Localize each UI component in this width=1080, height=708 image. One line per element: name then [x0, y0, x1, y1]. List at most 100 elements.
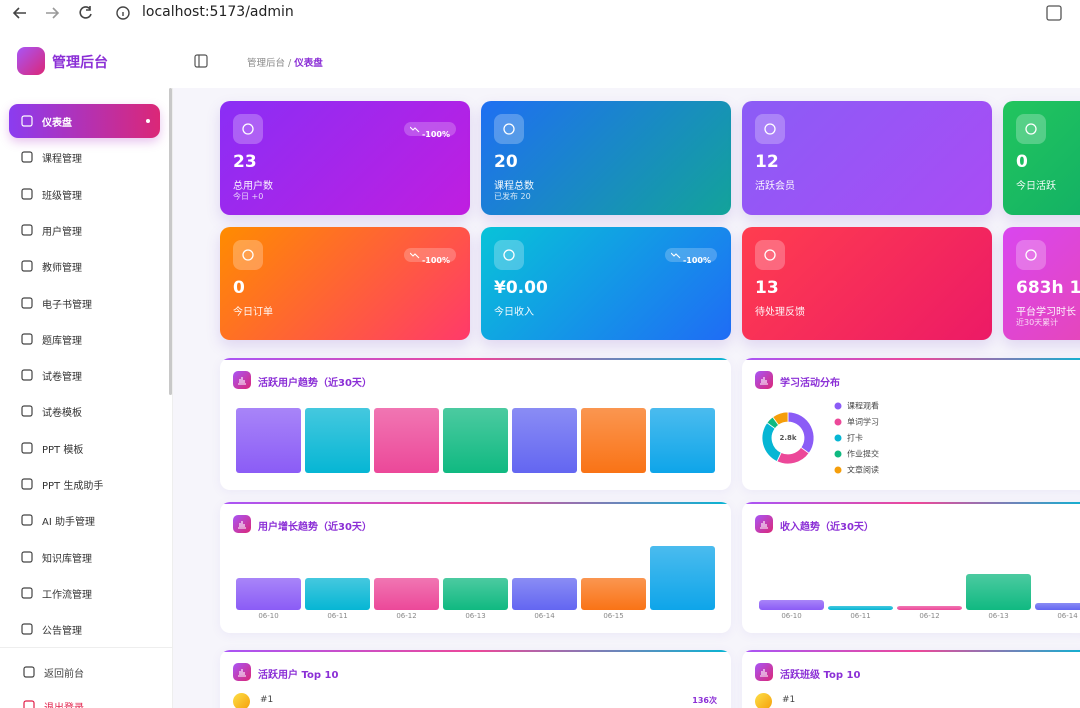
bar — [581, 408, 646, 473]
menu-icon-shape — [21, 296, 33, 309]
panel-icon — [755, 371, 773, 389]
menu-item[interactable]: 教师管理 — [9, 249, 160, 283]
reload-button[interactable] — [79, 6, 92, 19]
donut-segment — [776, 446, 810, 465]
menu-item[interactable]: 电子书管理 — [9, 286, 160, 320]
donut-center-label: 2.8k — [779, 434, 796, 442]
menu-item[interactable]: 知识库管理 — [9, 540, 160, 574]
chart-panel: 学习活动分布 课程观看 单词学习 打卡 作业提交 文章阅读 2.8k — [742, 358, 1080, 490]
chart-panel: 用户增长趋势（近30天） 06-10 06-11 06-12 06-13 06-14 06-… — [220, 502, 731, 633]
menu-item[interactable]: AI 助手管理 — [9, 503, 160, 537]
panel-title: 活跃用户 Top 10 — [258, 670, 339, 681]
stat-card: ¥0.00 今日收入 -100% — [481, 227, 731, 340]
legend-dot — [834, 418, 842, 426]
menu-item[interactable]: 试卷管理 — [9, 358, 160, 392]
stat-icon-glyph — [242, 123, 254, 135]
panel-icon — [233, 515, 251, 533]
panel-title: 用户增长趋势（近30天） — [258, 522, 372, 533]
bar — [305, 408, 370, 473]
back-button[interactable] — [12, 7, 26, 19]
menu-label: 电子书管理 — [42, 299, 92, 311]
scrollbar[interactable] — [169, 88, 172, 395]
menu-label: 工作流管理 — [42, 589, 92, 601]
forward-button[interactable] — [46, 7, 60, 19]
bar — [443, 578, 508, 610]
panel-icon-glyph — [238, 521, 246, 529]
stat-label: 今日收入 — [494, 307, 534, 318]
menu-item[interactable]: 试卷模板 — [9, 394, 160, 428]
breadcrumb-current: 仪表盘 — [294, 58, 323, 69]
menu-item[interactable]: 工作流管理 — [9, 576, 160, 610]
breadcrumb-item[interactable]: 管理后台 — [247, 58, 286, 69]
menu-icon-shape — [21, 442, 33, 454]
stat-icon-glyph — [503, 123, 515, 135]
stat-badge: -100% — [664, 248, 717, 265]
bar-chart — [236, 408, 715, 473]
menu-item[interactable]: 题库管理 — [9, 322, 160, 356]
stat-icon-glyph — [503, 249, 515, 261]
stat-value: 23 — [233, 152, 257, 172]
bar — [305, 578, 370, 610]
rank-medal — [233, 693, 250, 708]
translate-button[interactable] — [1046, 5, 1062, 21]
stat-card: 23 总用户数 今日 +0 -100% — [220, 101, 470, 215]
stat-icon-shape — [764, 249, 776, 261]
chart-panel: 活跃用户趋势（近30天） — [220, 358, 731, 490]
menu-item[interactable]: 课程管理 — [9, 140, 160, 174]
badge-arrow — [409, 252, 420, 259]
stat-label: 今日订单 — [233, 307, 273, 318]
stat-icon — [233, 114, 263, 144]
sidebar: 管理后台 仪表盘 课程管理 班级管理用户管理教师管理电子书管理题库管理试卷管理试卷模… — [0, 33, 173, 708]
url[interactable]: localhost:5173/admin — [142, 4, 294, 20]
bar — [1035, 603, 1080, 610]
menu-icon — [21, 333, 33, 345]
x-tick-label: 06-10 — [781, 612, 801, 620]
rank-number: #1 — [260, 695, 274, 705]
menu-item[interactable]: PPT 生成助手 — [9, 467, 160, 501]
menu-label: 试卷模板 — [42, 408, 82, 420]
stat-card: 0 今日订单 -100% — [220, 227, 470, 340]
active-dot — [146, 119, 150, 123]
brand: 管理后台 — [52, 55, 108, 71]
bar — [236, 578, 301, 610]
footer-link[interactable]: 返回前台 — [44, 669, 84, 680]
stat-card: 20 课程总数 已发布 20 — [481, 101, 731, 215]
badge-arrow-path — [409, 252, 420, 259]
stat-icon-shape — [242, 249, 254, 261]
stat-icon-glyph — [242, 249, 254, 261]
footer-link[interactable]: 退出登录 — [44, 699, 84, 708]
menu-icon — [21, 296, 33, 309]
x-tick-label: 06-11 — [327, 612, 347, 620]
x-tick-label: 06-14 — [534, 612, 555, 620]
site-info[interactable] — [116, 6, 130, 20]
menu-item[interactable]: 公告管理 — [9, 612, 160, 646]
rank-count: 136次 — [692, 696, 717, 705]
menu-item[interactable]: PPT 模板 — [9, 431, 160, 465]
menu-icon-shape — [21, 587, 33, 599]
panel-accent — [220, 650, 731, 652]
menu-item[interactable]: 仪表盘 — [9, 104, 160, 138]
bar — [236, 408, 301, 473]
menu-item[interactable]: 用户管理 — [9, 213, 160, 247]
badge-arrow — [409, 126, 420, 133]
menu-label: 试卷管理 — [42, 372, 82, 384]
menu-label: 用户管理 — [42, 226, 82, 238]
stat-value: 12 — [755, 152, 779, 172]
donut-segment — [772, 411, 789, 426]
stat-icon — [494, 114, 524, 144]
stat-badge: -100% — [403, 122, 456, 139]
stat-card: 13 待处理反馈 — [742, 227, 992, 340]
menu-item[interactable]: 班级管理 — [9, 177, 160, 211]
menu-icon-shape — [21, 224, 33, 236]
stat-label: 待处理反馈 — [755, 307, 805, 318]
panel-icon-glyph — [238, 669, 246, 677]
panel-icon — [755, 515, 773, 533]
legend-label: 课程观看 — [847, 402, 879, 411]
menu-icon — [21, 369, 33, 381]
divider — [0, 647, 172, 648]
sidebar-toggle[interactable] — [194, 54, 208, 68]
x-tick-label: 06-13 — [465, 612, 485, 620]
bar — [443, 408, 508, 473]
donut-segment — [761, 422, 782, 463]
panel-title: 收入趋势（近30天） — [780, 522, 874, 533]
